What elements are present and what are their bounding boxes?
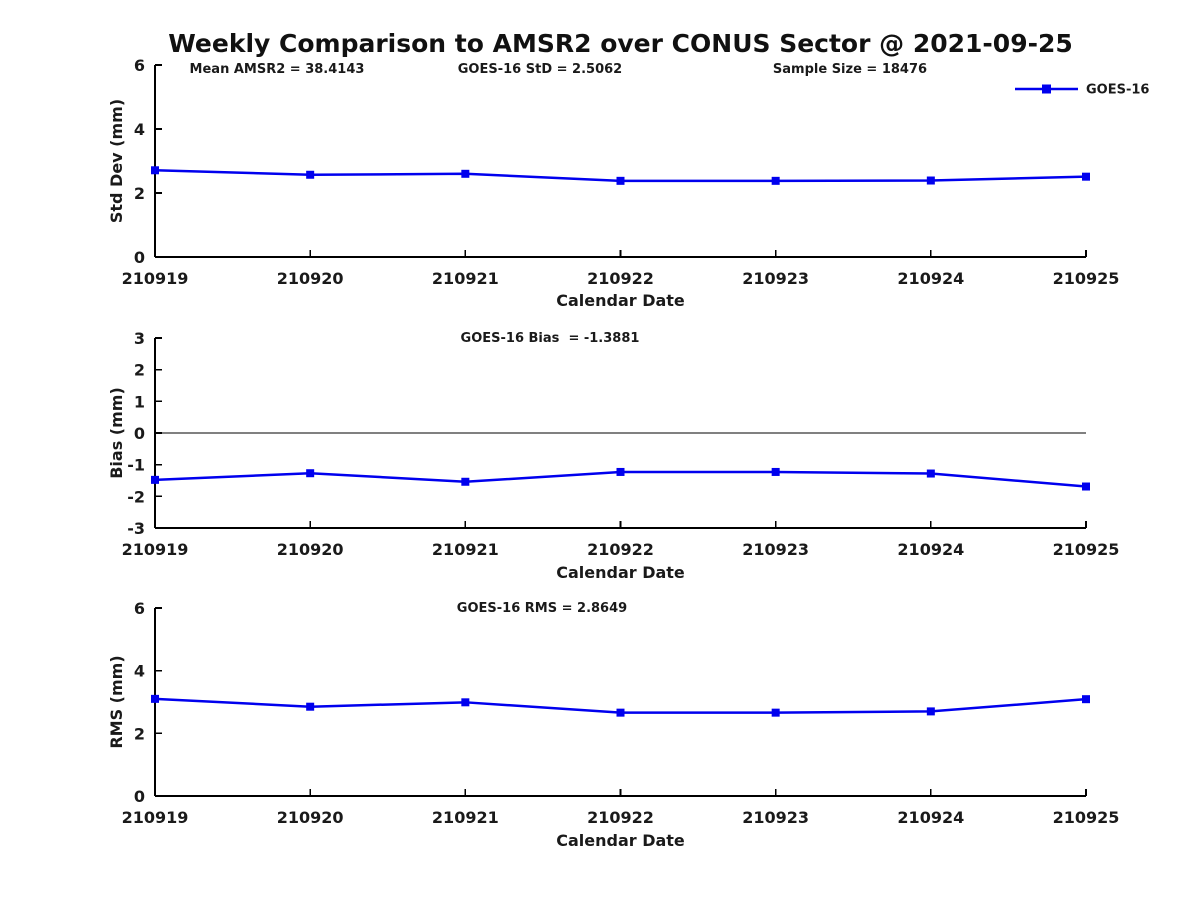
y-tick-label: 2 [134, 184, 145, 203]
x-tick-label: 210923 [742, 269, 809, 288]
x-tick-label: 210922 [587, 269, 654, 288]
y-tick-label: 0 [134, 787, 145, 806]
x-tick-label: 210919 [122, 269, 189, 288]
x-tick-label: 210922 [587, 540, 654, 559]
legend-label: GOES-16 [1086, 83, 1149, 98]
data-point-marker [151, 694, 159, 703]
y-tick-label: 6 [134, 599, 145, 618]
y-tick-label: 4 [134, 120, 145, 139]
data-point-marker [306, 170, 315, 179]
data-point-marker [926, 707, 935, 716]
x-tick-label: 210925 [1053, 540, 1120, 559]
legend: GOES-16 [1015, 83, 1149, 98]
data-point-marker [616, 176, 625, 185]
data-point-marker [1082, 482, 1090, 491]
y-tick-label: 1 [134, 392, 145, 411]
stat-annotation: Sample Size = 18476 [773, 62, 927, 77]
x-tick-label: 210924 [897, 269, 964, 288]
y-axis-title: RMS (mm) [107, 655, 126, 748]
y-tick-label: -3 [127, 519, 145, 538]
stat-annotation: GOES-16 Bias = -1.3881 [461, 331, 640, 346]
x-tick-label: 210920 [277, 269, 344, 288]
stat-annotation: Mean AMSR2 = 38.4143 [190, 62, 365, 77]
y-axis-title: Std Dev (mm) [107, 99, 126, 223]
chart-bias: -3 -2 -1 0 1 2 3 210919 210920 210921 210922 210923… [107, 329, 1119, 582]
y-tick-label: -1 [127, 456, 145, 475]
y-tick-label: 4 [134, 662, 145, 681]
data-point-marker [771, 176, 780, 185]
y-tick-label: -2 [127, 487, 145, 506]
data-point-marker [151, 166, 159, 175]
data-point-marker [1082, 172, 1090, 181]
data-point-marker [306, 469, 315, 478]
data-point-marker [616, 708, 625, 717]
data-point-marker [461, 169, 470, 178]
data-point-marker [461, 477, 470, 486]
x-tick-label: 210922 [587, 808, 654, 827]
data-point-marker [306, 702, 315, 711]
y-tick-label: 0 [134, 424, 145, 443]
x-tick-label: 210925 [1053, 808, 1120, 827]
y-tick-label: 6 [134, 56, 145, 75]
x-tick-label: 210921 [432, 540, 499, 559]
x-tick-label: 210924 [897, 540, 964, 559]
y-tick-label: 3 [134, 329, 145, 348]
y-axis-title: Bias (mm) [107, 387, 126, 479]
stat-annotation: GOES-16 RMS = 2.8649 [457, 601, 627, 616]
data-point-marker [926, 176, 935, 185]
y-tick-label: 2 [134, 724, 145, 743]
data-point-marker [926, 469, 935, 478]
x-tick-label: 210920 [277, 808, 344, 827]
x-tick-label: 210923 [742, 540, 809, 559]
x-axis-title: Calendar Date [556, 291, 685, 310]
stat-annotation: GOES-16 StD = 2.5062 [458, 62, 622, 77]
data-point-marker [1082, 695, 1090, 704]
data-point-marker [616, 467, 625, 476]
y-tick-label: 0 [134, 248, 145, 267]
x-tick-label: 210920 [277, 540, 344, 559]
x-tick-label: 210919 [122, 808, 189, 827]
page-title: Weekly Comparison to AMSR2 over CONUS Se… [168, 29, 1073, 58]
x-axis-title: Calendar Date [556, 563, 685, 582]
data-point-marker [771, 708, 780, 717]
x-tick-label: 210925 [1053, 269, 1120, 288]
x-axis-title: Calendar Date [556, 831, 685, 850]
x-tick-label: 210921 [432, 808, 499, 827]
x-tick-label: 210924 [897, 808, 964, 827]
chart-rms: 0 2 4 6 210919 210920 210921 210922 210923 210924… [107, 599, 1119, 850]
data-point-marker [771, 467, 780, 476]
x-tick-label: 210921 [432, 269, 499, 288]
data-point-marker [461, 698, 470, 707]
x-tick-label: 210919 [122, 540, 189, 559]
chart-std-dev: 0 2 4 6 210919 210920 210921 210922 210923 210924… [107, 56, 1119, 310]
data-point-marker [151, 475, 159, 484]
legend-square-icon [1042, 84, 1051, 94]
x-tick-label: 210923 [742, 808, 809, 827]
y-tick-label: 2 [134, 361, 145, 380]
